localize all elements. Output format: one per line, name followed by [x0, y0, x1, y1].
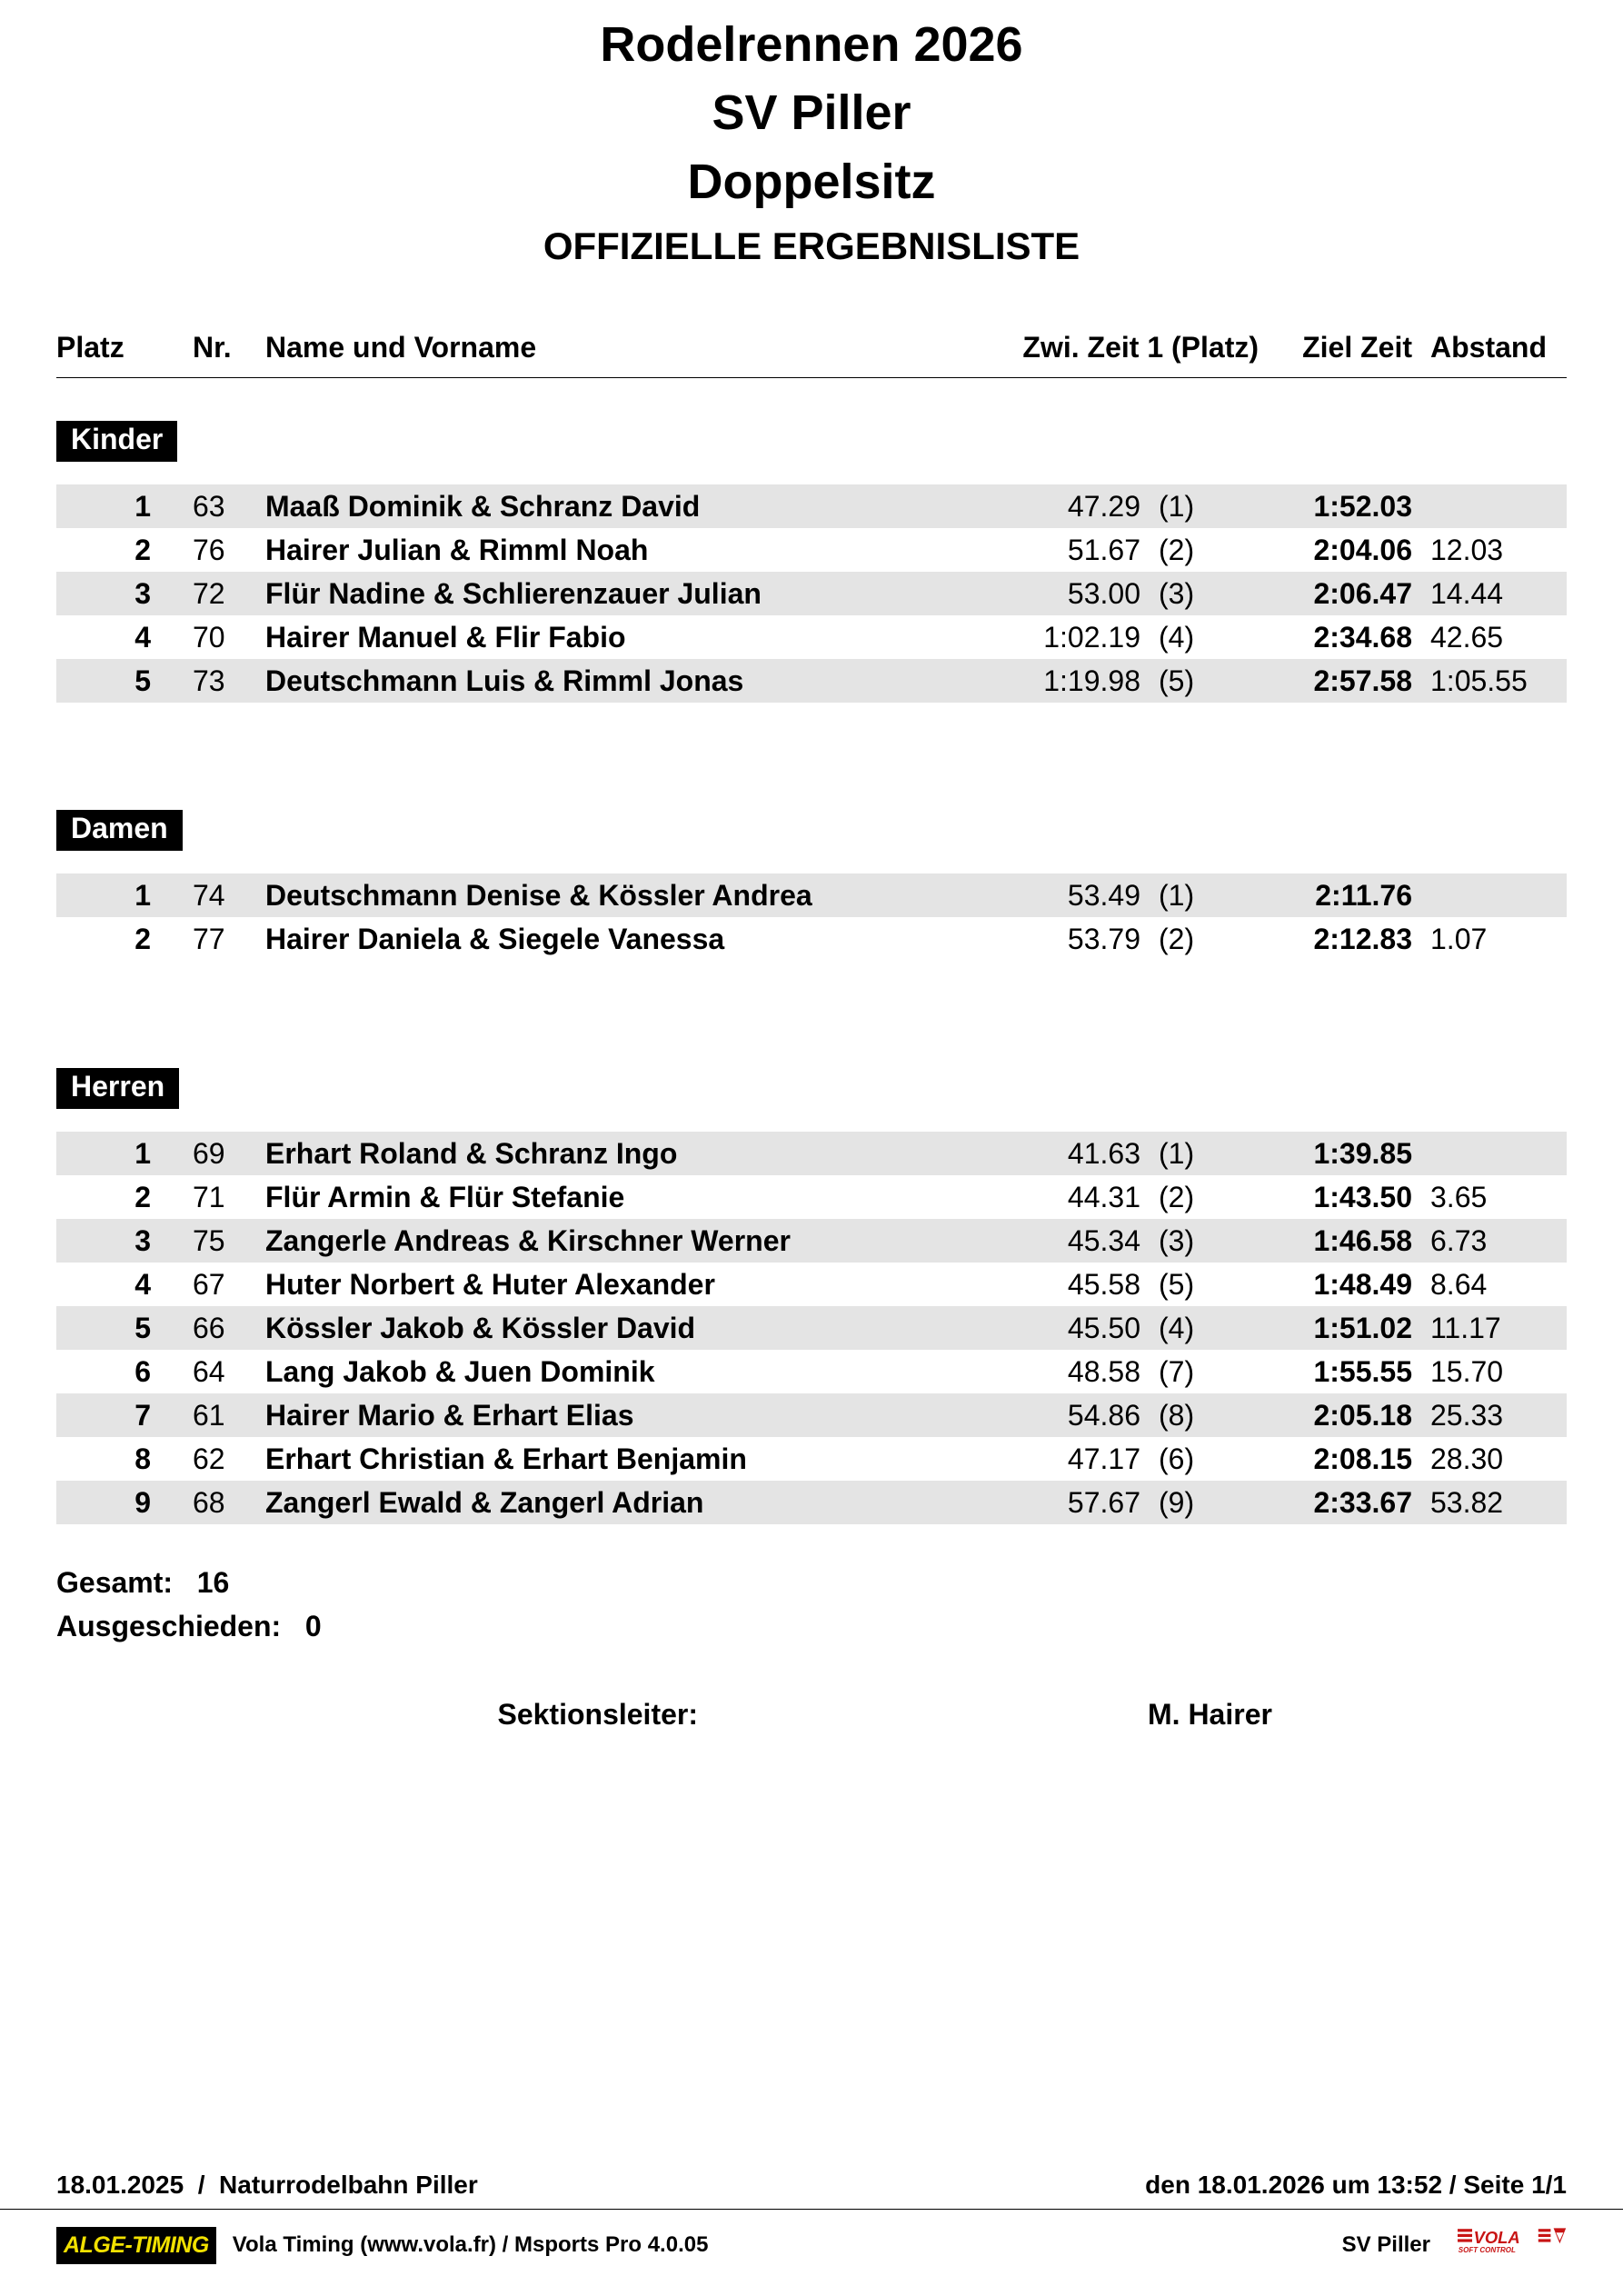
svg-text:VOLA: VOLA: [1474, 2228, 1520, 2247]
svg-text:SOFT CONTROL: SOFT CONTROL: [1459, 2246, 1516, 2254]
